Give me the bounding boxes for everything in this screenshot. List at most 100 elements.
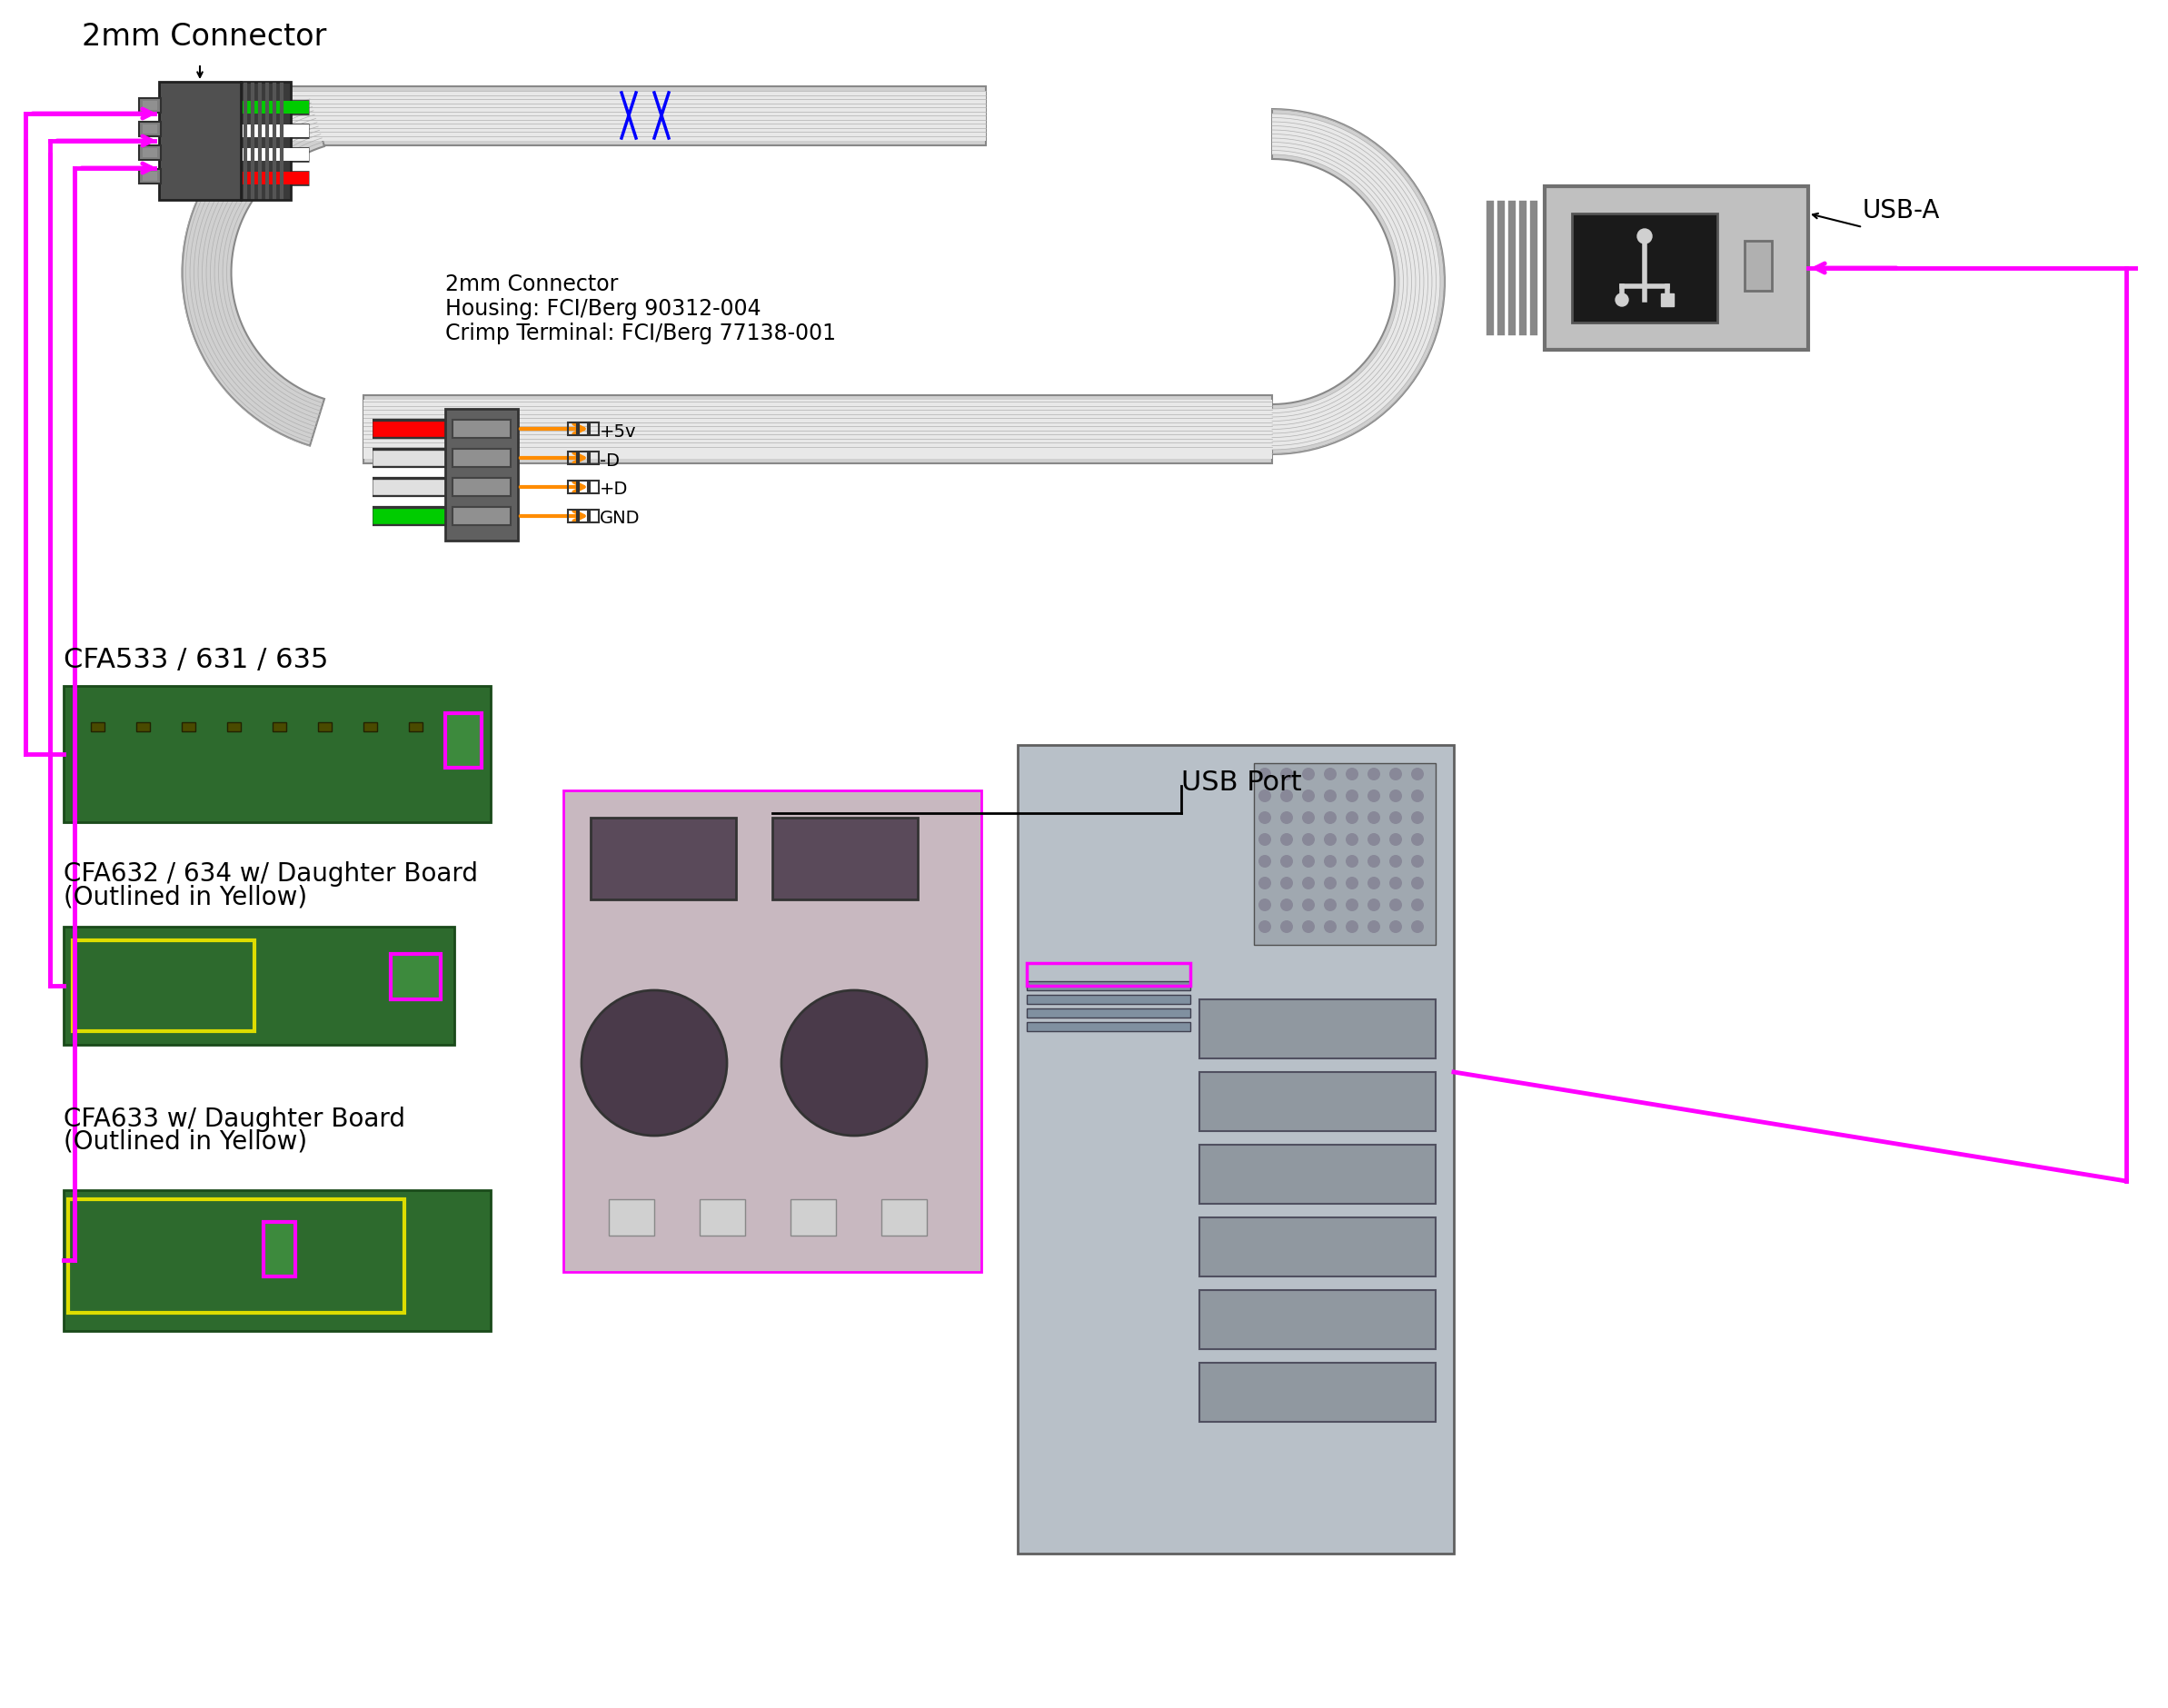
Text: USB Port: USB Port: [1182, 770, 1301, 796]
Bar: [1028, 1021, 1190, 1032]
Polygon shape: [1273, 109, 1444, 454]
Bar: [444, 408, 518, 540]
Circle shape: [1346, 834, 1359, 845]
Circle shape: [1325, 789, 1338, 803]
Bar: [791, 1199, 837, 1235]
Bar: [568, 451, 577, 465]
Text: 2mm Connector: 2mm Connector: [82, 22, 327, 51]
Circle shape: [1411, 811, 1424, 823]
Circle shape: [1325, 898, 1338, 912]
Circle shape: [1281, 811, 1292, 823]
Circle shape: [1325, 834, 1338, 845]
Bar: [700, 1199, 746, 1235]
Bar: [143, 125, 158, 133]
Circle shape: [1346, 876, 1359, 890]
Circle shape: [1281, 856, 1292, 868]
Circle shape: [1368, 921, 1381, 933]
Circle shape: [1368, 834, 1381, 845]
Circle shape: [1346, 856, 1359, 868]
Bar: [63, 687, 490, 822]
Circle shape: [1411, 789, 1424, 803]
Bar: [143, 173, 158, 181]
Circle shape: [1303, 834, 1314, 845]
Text: USB-A: USB-A: [1862, 198, 1940, 224]
Bar: [579, 509, 588, 523]
Circle shape: [1303, 767, 1314, 781]
Circle shape: [1346, 898, 1359, 912]
Circle shape: [1303, 789, 1314, 803]
Circle shape: [1346, 811, 1359, 823]
Bar: [1199, 1290, 1435, 1349]
Bar: [143, 149, 158, 157]
Bar: [568, 480, 577, 494]
Circle shape: [1390, 898, 1403, 912]
Circle shape: [1257, 876, 1270, 890]
Circle shape: [1411, 876, 1424, 890]
Circle shape: [1368, 876, 1381, 890]
Bar: [390, 955, 440, 999]
Bar: [319, 722, 332, 731]
Circle shape: [1257, 767, 1270, 781]
Bar: [564, 791, 982, 1272]
Text: -D: -D: [601, 453, 620, 470]
Bar: [1745, 241, 1771, 290]
Bar: [139, 121, 160, 137]
Circle shape: [1281, 898, 1292, 912]
Polygon shape: [1273, 113, 1440, 449]
Text: Housing: FCI/Berg 90312-004: Housing: FCI/Berg 90312-004: [444, 297, 761, 319]
Polygon shape: [364, 400, 1273, 459]
Circle shape: [1411, 898, 1424, 912]
Circle shape: [1368, 811, 1381, 823]
Circle shape: [1257, 921, 1270, 933]
Circle shape: [1281, 789, 1292, 803]
Bar: [579, 480, 588, 494]
Circle shape: [1390, 834, 1403, 845]
Bar: [1199, 1363, 1435, 1421]
FancyBboxPatch shape: [241, 82, 291, 200]
Circle shape: [1303, 921, 1314, 933]
Bar: [1028, 980, 1190, 991]
Circle shape: [1325, 856, 1338, 868]
Circle shape: [1390, 767, 1403, 781]
Bar: [453, 420, 512, 437]
Text: +D: +D: [601, 482, 629, 499]
FancyBboxPatch shape: [1544, 186, 1808, 350]
Circle shape: [581, 991, 726, 1136]
Text: Crimp Terminal: FCI/Berg 77138-001: Crimp Terminal: FCI/Berg 77138-001: [444, 323, 837, 345]
Bar: [410, 722, 423, 731]
Bar: [453, 478, 512, 495]
Bar: [264, 1221, 295, 1276]
Bar: [590, 422, 598, 436]
Polygon shape: [182, 99, 325, 446]
Bar: [444, 714, 481, 767]
Circle shape: [1390, 789, 1403, 803]
Bar: [1028, 994, 1190, 1004]
Circle shape: [1257, 789, 1270, 803]
Bar: [1661, 294, 1674, 306]
Circle shape: [1368, 767, 1381, 781]
Bar: [228, 722, 241, 731]
Bar: [590, 451, 598, 465]
Text: CFA633 w/ Daughter Board: CFA633 w/ Daughter Board: [63, 1107, 405, 1132]
Bar: [590, 818, 735, 900]
Circle shape: [1281, 876, 1292, 890]
Bar: [364, 722, 377, 731]
Circle shape: [1257, 834, 1270, 845]
Text: (Outlined in Yellow): (Outlined in Yellow): [63, 885, 308, 909]
Circle shape: [1390, 876, 1403, 890]
Bar: [137, 722, 150, 731]
Bar: [609, 1199, 655, 1235]
Bar: [273, 722, 286, 731]
Circle shape: [1281, 921, 1292, 933]
Circle shape: [1390, 811, 1403, 823]
Circle shape: [1281, 834, 1292, 845]
Circle shape: [780, 991, 926, 1136]
Bar: [1199, 1073, 1435, 1131]
Bar: [1017, 745, 1455, 1554]
Polygon shape: [364, 395, 1273, 463]
Circle shape: [1346, 789, 1359, 803]
Circle shape: [1303, 811, 1314, 823]
FancyBboxPatch shape: [158, 82, 241, 200]
Circle shape: [1390, 921, 1403, 933]
Circle shape: [1325, 921, 1338, 933]
